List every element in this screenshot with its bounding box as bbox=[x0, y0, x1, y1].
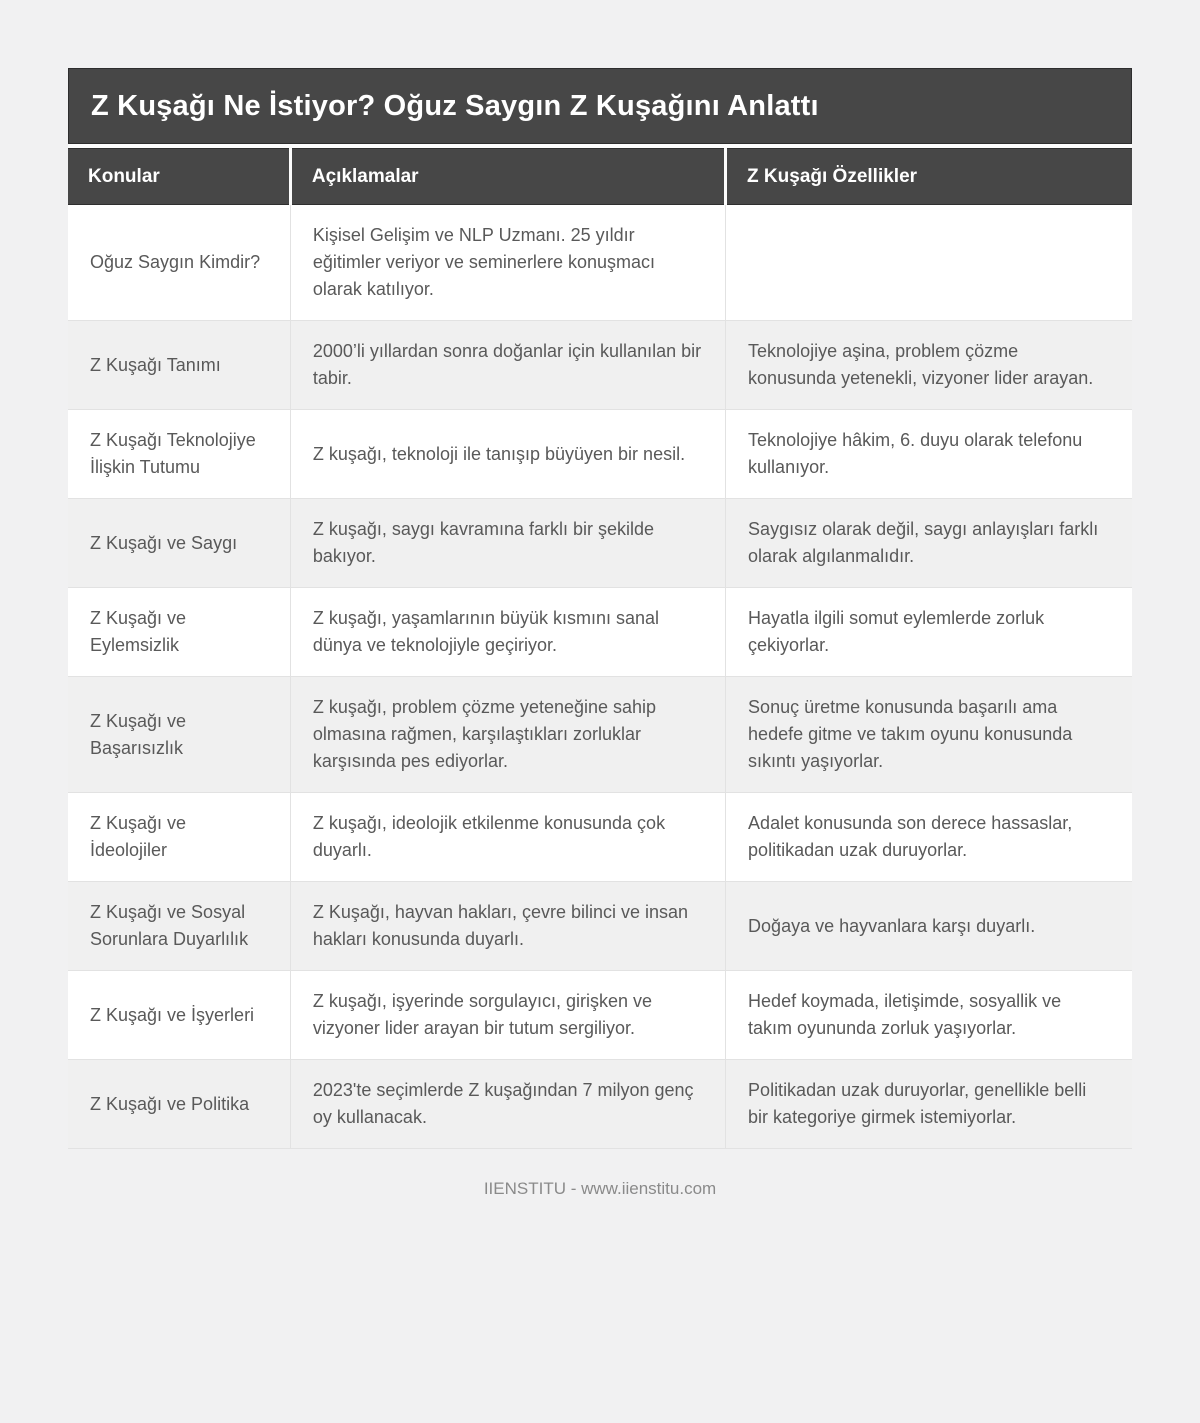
topic-cell: Oğuz Saygın Kimdir? bbox=[68, 204, 291, 321]
content-card: Z Kuşağı Ne İstiyor? Oğuz Saygın Z Kuşağ… bbox=[68, 68, 1132, 1149]
description-cell: 2000’li yıllardan sonra doğanlar için ku… bbox=[289, 320, 726, 410]
description-cell: Z kuşağı, yaşamlarının büyük kısmını san… bbox=[289, 587, 726, 677]
topic-cell: Z Kuşağı ve İdeolojiler bbox=[68, 792, 291, 882]
footer-credit: IIENSTITU - www.iienstitu.com bbox=[483, 1179, 717, 1198]
table-row: Z Kuşağı ve Saygı Z kuşağı, saygı kavram… bbox=[68, 498, 1132, 588]
table-row: Z Kuşağı Teknolojiye İlişkin Tutumu Z ku… bbox=[68, 409, 1132, 499]
description-cell: Z kuşağı, problem çözme yeteneğine sahip… bbox=[289, 676, 726, 793]
features-cell: Sonuç üretme konusunda başarılı ama hede… bbox=[725, 676, 1132, 793]
topics-table: Konular Açıklamalar Z Kuşağı Özellikler … bbox=[68, 148, 1132, 1149]
features-cell: Hayatla ilgili somut eylemlerde zorluk ç… bbox=[725, 587, 1132, 677]
features-cell: Teknolojiye hâkim, 6. duyu olarak telefo… bbox=[725, 409, 1132, 499]
description-cell: 2023'te seçimlerde Z kuşağından 7 milyon… bbox=[289, 1059, 726, 1149]
column-header-descriptions: Açıklamalar bbox=[288, 148, 726, 205]
topic-cell: Z Kuşağı Teknolojiye İlişkin Tutumu bbox=[68, 409, 291, 499]
features-cell: Doğaya ve hayvanlara karşı duyarlı. bbox=[725, 881, 1132, 971]
page-title: Z Kuşağı Ne İstiyor? Oğuz Saygın Z Kuşağ… bbox=[68, 68, 1132, 144]
features-cell: Hedef koymada, iletişimde, sosyallik ve … bbox=[725, 970, 1132, 1060]
page: { "page": { "title": "Z Kuşağı Ne İstiyo… bbox=[0, 68, 1200, 1423]
table-row: Z Kuşağı ve Başarısızlık Z kuşağı, probl… bbox=[68, 676, 1132, 793]
features-cell: Politikadan uzak duruyorlar, genellikle … bbox=[725, 1059, 1132, 1149]
topic-cell: Z Kuşağı ve Başarısızlık bbox=[68, 676, 291, 793]
features-cell: Saygısız olarak değil, saygı anlayışları… bbox=[725, 498, 1132, 588]
table-row: Z Kuşağı ve Sosyal Sorunlara Duyarlılık … bbox=[68, 881, 1132, 971]
description-cell: Z kuşağı, saygı kavramına farklı bir şek… bbox=[289, 498, 726, 588]
table-row: Z Kuşağı ve Politika 2023'te seçimlerde … bbox=[68, 1059, 1132, 1149]
features-cell: Adalet konusunda son derece hassaslar, p… bbox=[725, 792, 1132, 882]
table-row: Z Kuşağı ve İşyerleri Z kuşağı, işyerind… bbox=[68, 970, 1132, 1060]
features-cell bbox=[725, 204, 1132, 321]
description-cell: Z kuşağı, teknoloji ile tanışıp büyüyen … bbox=[289, 409, 726, 499]
description-cell: Kişisel Gelişim ve NLP Uzmanı. 25 yıldır… bbox=[289, 204, 726, 321]
features-cell: Teknolojiye aşina, problem çözme konusun… bbox=[725, 320, 1132, 410]
topic-cell: Z Kuşağı ve Sosyal Sorunlara Duyarlılık bbox=[68, 881, 291, 971]
description-cell: Z Kuşağı, hayvan hakları, çevre bilinci … bbox=[289, 881, 726, 971]
header-row: Konular Açıklamalar Z Kuşağı Özellikler bbox=[68, 148, 1132, 205]
column-header-topics: Konular bbox=[68, 148, 291, 205]
description-cell: Z kuşağı, işyerinde sorgulayıcı, girişke… bbox=[289, 970, 726, 1060]
column-header-features: Z Kuşağı Özellikler bbox=[724, 148, 1132, 205]
table-header: Konular Açıklamalar Z Kuşağı Özellikler bbox=[68, 148, 1132, 205]
topic-cell: Z Kuşağı ve Saygı bbox=[68, 498, 291, 588]
topic-cell: Z Kuşağı ve Politika bbox=[68, 1059, 291, 1149]
table-body: Oğuz Saygın Kimdir? Kişisel Gelişim ve N… bbox=[68, 204, 1132, 1149]
table-row: Z Kuşağı ve Eylemsizlik Z kuşağı, yaşaml… bbox=[68, 587, 1132, 677]
topic-cell: Z Kuşağı Tanımı bbox=[68, 320, 291, 410]
table-row: Z Kuşağı Tanımı 2000’li yıllardan sonra … bbox=[68, 320, 1132, 410]
description-cell: Z kuşağı, ideolojik etkilenme konusunda … bbox=[289, 792, 726, 882]
table-row: Oğuz Saygın Kimdir? Kişisel Gelişim ve N… bbox=[68, 204, 1132, 321]
table-row: Z Kuşağı ve İdeolojiler Z kuşağı, ideolo… bbox=[68, 792, 1132, 882]
topic-cell: Z Kuşağı ve Eylemsizlik bbox=[68, 587, 291, 677]
topic-cell: Z Kuşağı ve İşyerleri bbox=[68, 970, 291, 1060]
